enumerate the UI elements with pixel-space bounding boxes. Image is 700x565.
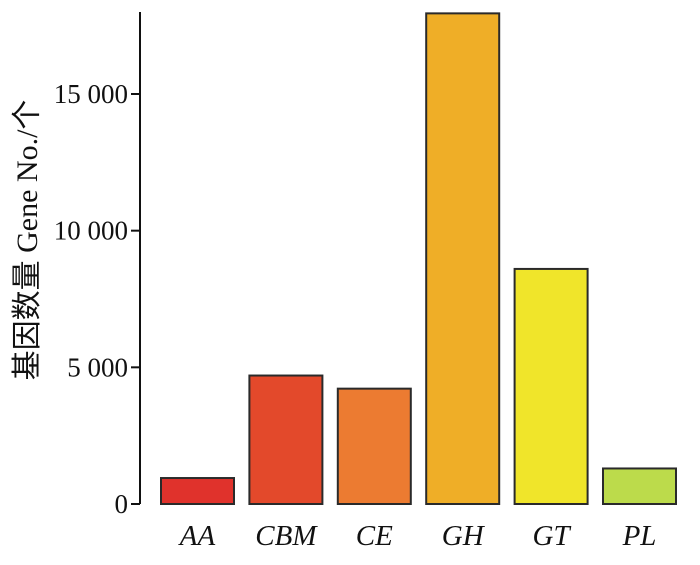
y-ticks: 0 5 000 10 000 15 000: [54, 79, 140, 519]
bar-gh: [425, 12, 501, 505]
y-axis-title: 基因数量 Gene No./个: [11, 100, 44, 381]
bar-pl: [602, 467, 677, 506]
x-tick-label-pl: PL: [622, 520, 657, 552]
bars: [160, 12, 677, 506]
x-tick-label-gh: GH: [442, 520, 486, 552]
x-tick-label-ce: CE: [356, 520, 393, 552]
bar-aa: [160, 477, 235, 505]
y-tick-label: 5 000: [67, 352, 128, 382]
y-tick-label: 0: [115, 489, 129, 519]
y-tick-label: 15 000: [54, 79, 128, 109]
bar-gt: [513, 267, 589, 505]
bar-cbm: [248, 374, 324, 505]
bar-ce: [336, 387, 412, 505]
y-axis: 0 5 000 10 000 15 000: [54, 12, 141, 519]
x-tick-label-aa: AA: [178, 520, 216, 552]
x-tick-label-gt: GT: [533, 520, 572, 552]
x-tick-label-cbm: CBM: [255, 520, 318, 552]
x-axis-labels: AA CBM CE GH GT PL: [178, 520, 657, 552]
y-tick-label: 10 000: [54, 216, 128, 246]
